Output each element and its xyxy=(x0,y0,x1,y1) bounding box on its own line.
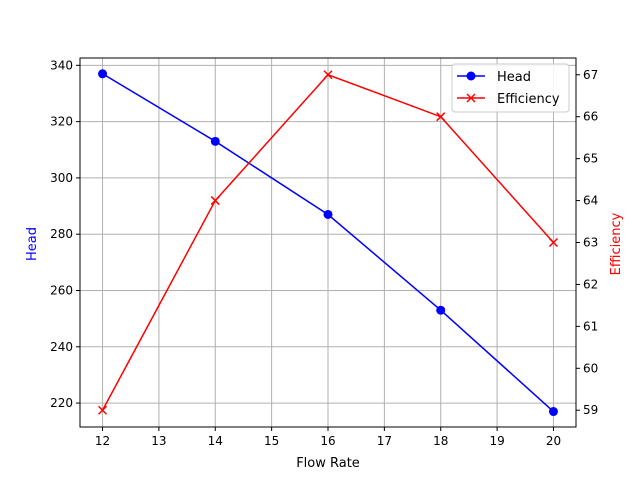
y-tick-label: 260 xyxy=(50,283,73,297)
plot-series xyxy=(98,69,558,417)
data-point-x-marker-icon xyxy=(323,70,333,80)
y2-tick-label: 64 xyxy=(583,194,598,208)
legend-efficiency-label: Efficiency xyxy=(497,92,560,107)
x-tick-label: 20 xyxy=(546,434,561,448)
data-point-marker-icon xyxy=(436,305,446,315)
data-point-marker-icon xyxy=(98,69,108,79)
data-point-x-marker-icon xyxy=(436,112,446,122)
x-tick-label: 17 xyxy=(377,434,392,448)
legend-head-label: Head xyxy=(497,70,531,85)
x-tick-label: 16 xyxy=(320,434,335,448)
data-point-x-marker-icon xyxy=(98,405,108,415)
x-tick-label: 14 xyxy=(208,434,223,448)
x-axis-label: Flow Rate xyxy=(296,456,360,471)
y-tick-label: 220 xyxy=(50,396,73,410)
data-point-marker-icon xyxy=(210,136,220,146)
y2-tick-label: 60 xyxy=(583,361,598,375)
data-point-x-marker-icon xyxy=(210,196,220,206)
x-tick-label: 19 xyxy=(489,434,504,448)
y2-tick-label: 66 xyxy=(583,110,598,124)
y-tick-label: 300 xyxy=(50,171,73,185)
y-tick-label: 240 xyxy=(50,340,73,354)
y-axis-label: Head xyxy=(25,227,40,261)
data-point-marker-icon xyxy=(548,407,558,417)
y-tick-label: 320 xyxy=(50,115,73,129)
y2-tick-label: 62 xyxy=(583,277,598,291)
y2-tick-label: 59 xyxy=(583,403,598,417)
y-tick-label: 340 xyxy=(50,58,73,72)
x-tick-label: 18 xyxy=(433,434,448,448)
y2-tick-label: 63 xyxy=(583,236,598,250)
data-point-x-marker-icon xyxy=(548,237,558,248)
y2-tick-label: 61 xyxy=(583,319,598,333)
legend-efficiency-marker-icon xyxy=(466,93,476,103)
x-tick-label: 12 xyxy=(95,434,110,448)
y2-tick-label: 65 xyxy=(583,152,598,166)
y2-axis-label: Efficiency xyxy=(609,212,624,275)
grid-lines xyxy=(80,58,576,427)
x-axis-ticks: 12 13 14 15 16 17 18 19 20 xyxy=(95,427,561,448)
legend-head-marker-icon xyxy=(466,71,476,81)
legend: Head Efficiency xyxy=(451,63,570,113)
x-tick-label: 13 xyxy=(151,434,166,448)
y-axis-ticks: 220 240 260 280 300 320 340 xyxy=(50,58,80,410)
y-tick-label: 280 xyxy=(50,227,73,241)
y2-axis-ticks: 59 60 61 62 63 64 65 66 67 xyxy=(576,68,598,417)
y2-tick-label: 67 xyxy=(583,68,598,82)
data-point-marker-icon xyxy=(323,209,333,219)
x-tick-label: 15 xyxy=(264,434,279,448)
